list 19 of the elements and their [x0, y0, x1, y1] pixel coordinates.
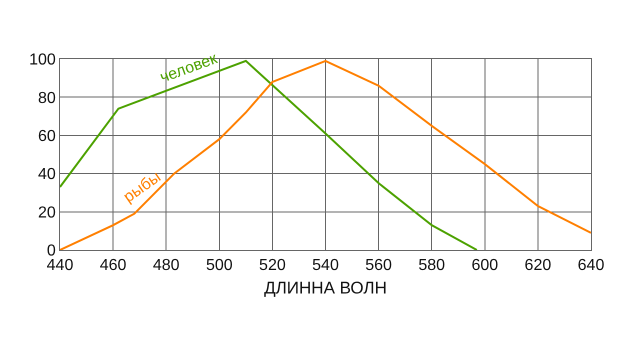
x-tick-label: 460: [100, 257, 127, 274]
x-tick-label: 540: [312, 257, 339, 274]
y-tick-label: 0: [46, 242, 56, 260]
y-tick-label: 60: [38, 128, 56, 145]
x-tick-label: 500: [206, 257, 233, 274]
x-tick-label: 480: [152, 257, 180, 274]
y-tick-label: 40: [38, 166, 56, 184]
x-tick-label: 580: [418, 257, 446, 274]
y-tick-label: 100: [29, 52, 56, 69]
text: человек: [158, 50, 220, 87]
x-tick-label: 600: [471, 257, 498, 274]
x-axis-title: ДЛИННА ВОЛН: [264, 278, 387, 298]
x-tick-label: 560: [365, 257, 392, 274]
x-tick-label: 620: [524, 257, 552, 274]
x-tick-label: 520: [259, 257, 286, 274]
y-tick-label: 20: [38, 204, 56, 222]
x-tick-label: 640: [578, 257, 604, 274]
y-tick-label: 80: [38, 90, 56, 107]
x-tick-label: 440: [46, 257, 74, 274]
